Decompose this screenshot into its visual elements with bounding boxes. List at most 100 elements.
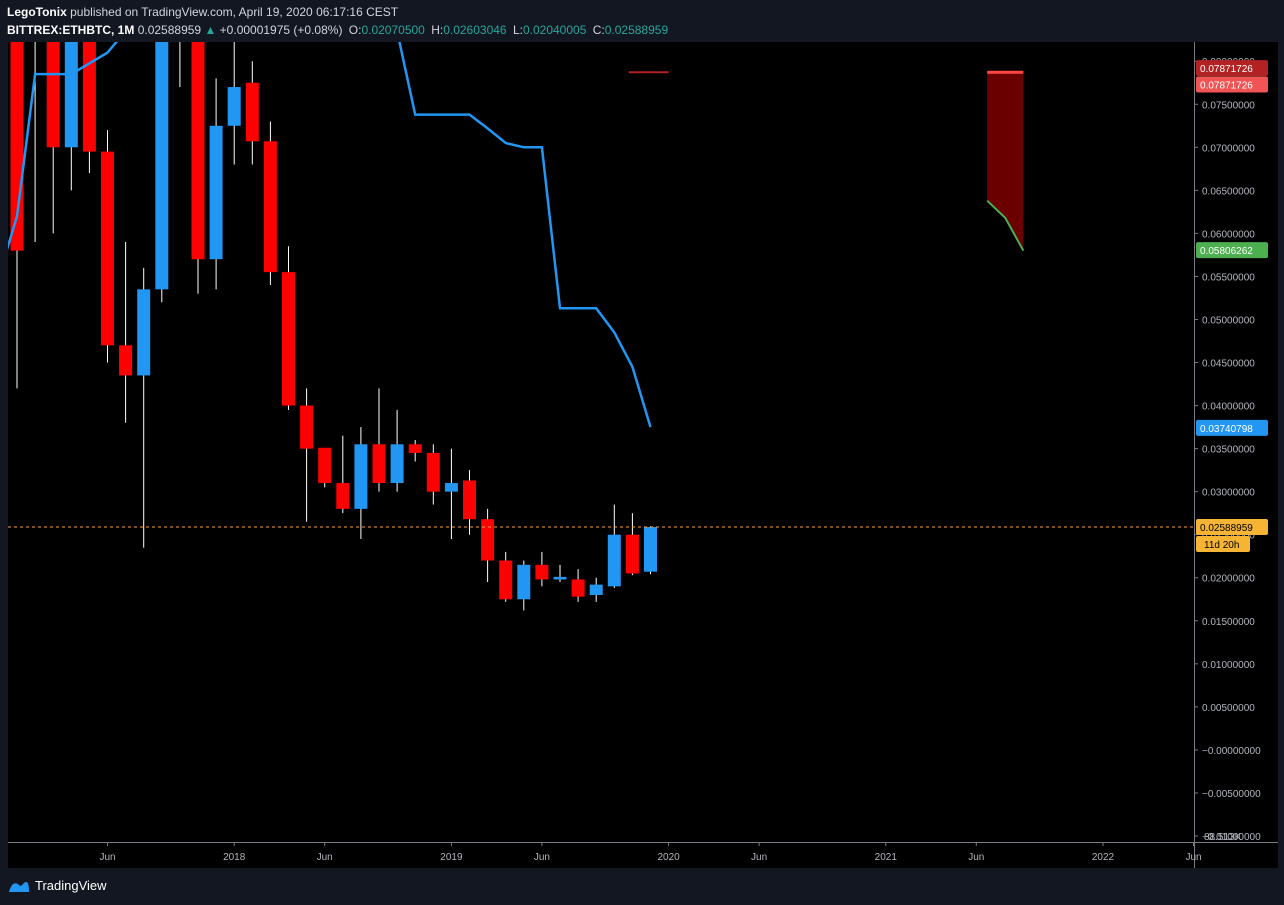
candle-body xyxy=(463,480,476,520)
y-tick-label: 0.00500000 xyxy=(1202,703,1255,714)
price-chart[interactable]: 0.080000000.075000000.070000000.06500000… xyxy=(8,42,1278,868)
projection-line xyxy=(986,199,1025,252)
moving-average-line xyxy=(8,42,652,428)
y-tick-label: −0.01000000 xyxy=(1202,832,1261,843)
candle-body xyxy=(390,444,404,484)
y-tick-label: 0.04000000 xyxy=(1202,402,1255,413)
y-tick-label: 0.07000000 xyxy=(1202,143,1255,154)
candle-body xyxy=(191,42,205,260)
candle-body xyxy=(82,42,96,152)
footer-bar: TradingView xyxy=(0,868,1284,905)
price-label-text: 0.02588959 xyxy=(1200,523,1253,534)
open-label: O: xyxy=(348,23,362,37)
candle-body xyxy=(444,483,458,492)
x-tick-label: Jun xyxy=(99,852,115,863)
x-tick-label: Jun xyxy=(534,852,550,863)
x-tick-label: 2019 xyxy=(440,852,463,863)
candle-body xyxy=(517,564,531,600)
x-tick-label: Jun xyxy=(317,852,333,863)
symbol-legend: BITTREX:ETHBTC, 1M 0.02588959 ▲ +0.00001… xyxy=(7,23,668,37)
price-label-text: 0.03740798 xyxy=(1200,424,1253,435)
candle-body xyxy=(282,272,295,406)
y-tick-label: −0.00500000 xyxy=(1202,789,1261,800)
close-value: 0.02588959 xyxy=(604,23,669,37)
y-tick-label: −0.00000000 xyxy=(1202,746,1261,757)
chart-header: LegoTonix published on TradingView.com, … xyxy=(0,0,1284,42)
y-tick-label: 0.03000000 xyxy=(1202,488,1255,499)
candle-body xyxy=(101,151,114,346)
x-tick-label: Jun xyxy=(968,852,984,863)
price-label-tag xyxy=(1196,76,1268,93)
candle-body xyxy=(137,289,151,376)
price-label-tag xyxy=(1196,419,1268,436)
candle-body xyxy=(209,125,223,260)
y-tick-label: 0.01500000 xyxy=(1202,617,1255,628)
low-value: 0.02040005 xyxy=(522,23,587,37)
symbol-name[interactable]: BITTREX:ETHBTC, 1M xyxy=(7,23,135,37)
y-tick-label: 0.05000000 xyxy=(1202,315,1255,326)
price-label-text: 0.07871726 xyxy=(1200,64,1253,75)
publish-info: LegoTonix published on TradingView.com, … xyxy=(7,5,398,19)
high-label: H: xyxy=(431,23,444,37)
candle-body xyxy=(372,444,386,484)
price-label-text: 0.05806262 xyxy=(1200,246,1253,257)
tradingview-brand[interactable]: TradingView xyxy=(8,878,107,893)
brand-name: TradingView xyxy=(35,878,107,893)
author-name[interactable]: LegoTonix xyxy=(7,5,67,19)
candle-body xyxy=(553,576,567,580)
x-tick-label: 2022 xyxy=(1092,852,1115,863)
candle-body xyxy=(46,42,60,148)
y-tick-label: 0.06500000 xyxy=(1202,186,1255,197)
last-price: 0.02588959 xyxy=(137,23,202,37)
candle-body xyxy=(119,345,133,376)
y-tick-label: 0.05500000 xyxy=(1202,272,1255,283)
close-label: C: xyxy=(592,23,605,37)
candle-body xyxy=(426,452,440,492)
low-label: L: xyxy=(512,23,523,37)
plot-layer xyxy=(8,42,1194,611)
candle-body xyxy=(227,87,241,126)
candle-body xyxy=(245,82,259,142)
price-label-tag xyxy=(1196,60,1268,77)
countdown-tag xyxy=(1196,536,1250,553)
tradingview-logo-icon xyxy=(9,881,29,892)
candle-body xyxy=(607,534,621,587)
y-tick-label: 0.07500000 xyxy=(1202,100,1255,111)
candle-body xyxy=(300,405,314,449)
candle-body xyxy=(499,560,513,600)
volume-label: 88.513K xyxy=(1204,832,1242,843)
candle-body xyxy=(481,519,495,561)
price-label-tag xyxy=(1196,519,1268,536)
candle-body xyxy=(336,483,350,509)
candle-body xyxy=(589,584,603,595)
published-text: published on TradingView.com, April 19, … xyxy=(70,5,399,19)
chart-area[interactable]: 0.080000000.075000000.070000000.06500000… xyxy=(8,42,1278,868)
price-label-text: 0.07871726 xyxy=(1200,80,1253,91)
candle-body xyxy=(318,447,332,484)
price-change: +0.00001975 (+0.08%) xyxy=(219,23,343,37)
up-arrow-icon: ▲ xyxy=(204,23,217,37)
countdown-text: 11d 20h xyxy=(1204,540,1239,551)
candle-body xyxy=(64,42,78,148)
x-tick-label: Jun xyxy=(1185,852,1201,863)
y-tick-label: 0.01000000 xyxy=(1202,660,1255,671)
open-value: 0.02070500 xyxy=(361,23,425,37)
high-value: 0.02603046 xyxy=(443,23,507,37)
x-tick-label: 2020 xyxy=(657,852,680,863)
y-tick-label: 0.03500000 xyxy=(1202,445,1255,456)
candle-body xyxy=(535,564,549,580)
x-tick-label: 2021 xyxy=(875,852,898,863)
candle-body xyxy=(625,534,639,574)
y-tick-label: 0.02000000 xyxy=(1202,574,1255,585)
y-tick-label: 0.06000000 xyxy=(1202,229,1255,240)
x-tick-label: 2018 xyxy=(223,852,246,863)
candle-body xyxy=(408,444,422,453)
y-tick-label: 0.04500000 xyxy=(1202,359,1255,370)
candle-body xyxy=(571,579,585,597)
candle-body xyxy=(644,526,657,572)
candle-body xyxy=(354,444,368,509)
price-label-tag xyxy=(1196,242,1268,259)
candle-body xyxy=(155,42,169,290)
x-tick-label: Jun xyxy=(751,852,767,863)
candle-body xyxy=(263,141,277,273)
